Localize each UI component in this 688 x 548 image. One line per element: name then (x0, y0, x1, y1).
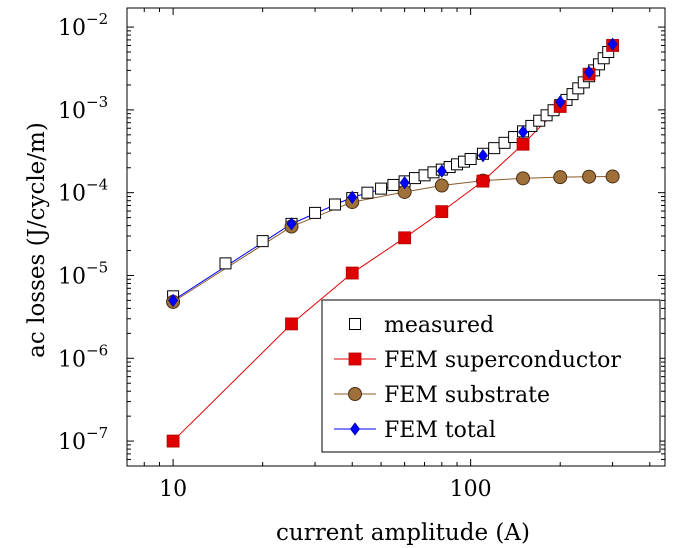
superconductor-point (166, 434, 180, 448)
superconductor-point (348, 352, 362, 366)
series-markers-fem-total (168, 37, 618, 308)
legend: measured FEM superconductor FEM substrate F… (321, 299, 661, 453)
substrate-point (605, 169, 620, 184)
measured-point (219, 257, 232, 270)
measured-point (464, 153, 477, 166)
y-tick-label: 10−2 (58, 10, 108, 41)
y-tick-base: 10 (58, 182, 86, 207)
plot-area (166, 37, 620, 448)
y-tick-base: 10 (58, 264, 86, 289)
y-tick-exponent: −6 (86, 341, 108, 359)
x-axis-label: current amplitude (A) (276, 520, 530, 546)
series-fem-total (172, 43, 613, 301)
y-tick-label: 10−6 (58, 341, 108, 372)
legend-label: measured (384, 313, 494, 338)
measured-point (349, 318, 361, 330)
measured-point (328, 198, 341, 211)
total-point (347, 190, 358, 204)
substrate-point (434, 178, 449, 193)
y-tick-label: 10−7 (58, 424, 108, 455)
substrate-point (348, 387, 362, 401)
legend-label: FEM superconductor (384, 348, 621, 373)
y-tick-base: 10 (58, 16, 86, 41)
total-point (477, 148, 488, 163)
y-tick-label: 10−3 (58, 93, 108, 124)
x-tick-label: 10 (159, 477, 187, 502)
measured-point (361, 186, 374, 199)
y-tick-exponent: −7 (86, 424, 108, 442)
legend-label: FEM total (384, 418, 496, 443)
substrate-point (553, 170, 568, 185)
substrate-point (516, 171, 531, 186)
y-tick-exponent: −5 (86, 258, 108, 276)
legend-box (321, 299, 661, 453)
superconductor-point (516, 137, 530, 151)
series-line (172, 175, 613, 303)
total-point (518, 125, 529, 139)
measured-point (256, 235, 269, 248)
measured-point (387, 178, 400, 191)
y-tick-exponent: −3 (86, 93, 108, 111)
series-line (172, 43, 613, 301)
legend-item: FEM superconductor (334, 348, 621, 373)
measured-point (488, 142, 501, 155)
y-tick-label: 10−5 (58, 258, 108, 289)
total-point (607, 37, 618, 51)
x-tick-label: 100 (450, 477, 492, 502)
y-tick-base: 10 (58, 99, 86, 124)
series-fem-substrate (172, 175, 613, 303)
y-tick-label: 10−4 (58, 176, 108, 207)
superconductor-point (435, 205, 449, 219)
total-point (168, 293, 179, 308)
total-point (350, 422, 360, 436)
legend-item: FEM substrate (334, 383, 550, 408)
y-tick-exponent: −4 (86, 176, 108, 194)
measured-point (309, 206, 322, 219)
superconductor-point (285, 317, 298, 331)
total-point (286, 217, 297, 231)
y-tick-base: 10 (58, 347, 86, 372)
legend-label: FEM substrate (384, 383, 550, 408)
total-point (399, 176, 410, 190)
y-tick-base: 10 (58, 430, 86, 455)
legend-item: FEM total (334, 418, 496, 443)
y-axis-label: ac losses (J/cycle/m) (24, 122, 50, 358)
total-point (555, 95, 566, 109)
superconductor-point (345, 266, 359, 280)
plot-frame (126, 7, 666, 467)
superconductor-point (476, 174, 490, 188)
substrate-point (582, 169, 597, 184)
superconductor-point (398, 231, 412, 245)
y-tick-exponent: −2 (86, 10, 108, 28)
total-point (436, 164, 447, 178)
measured-point (375, 182, 388, 195)
total-point (584, 65, 595, 79)
legend-item: measured (349, 313, 494, 338)
